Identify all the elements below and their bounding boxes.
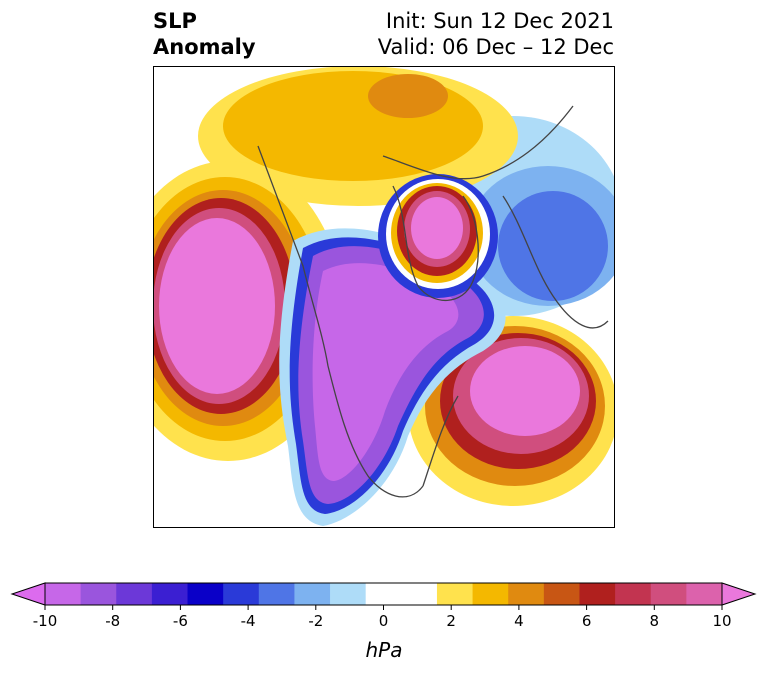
colorbar-tick-label: 8 — [650, 612, 660, 630]
colorbar-tick-label: 4 — [514, 612, 524, 630]
colorbar-segment — [187, 583, 224, 605]
map-variable-title: SLP — [153, 9, 197, 33]
colorbar-tick-label: -2 — [308, 612, 323, 630]
north-america-low-region — [279, 228, 506, 526]
valid-range-label: Valid: 06 Dec – 12 Dec — [377, 35, 614, 59]
colorbar-tick-label: 6 — [582, 612, 592, 630]
colorbar-tick-label: -10 — [33, 612, 58, 630]
colorbar-segment — [80, 583, 117, 605]
colorbar-segment — [472, 583, 509, 605]
colorbar-segment — [116, 583, 153, 605]
coastlines — [257, 105, 609, 498]
colorbar-segments — [10, 582, 757, 606]
colorbar-segment — [436, 583, 474, 605]
colorbar-segment — [401, 583, 438, 605]
colorbar-segment — [294, 583, 331, 605]
colorbar-tick-label: -6 — [173, 612, 188, 630]
colorbar-segment — [365, 583, 402, 605]
colorbar-ticks: -10 -8 -6 -4 -2 0 2 4 6 8 10 — [33, 605, 732, 630]
colorbar-tick-label: 10 — [712, 612, 731, 630]
colorbar-segment — [579, 583, 616, 605]
colorbar-segment — [258, 583, 295, 605]
anomaly-map — [153, 66, 615, 528]
north-atlantic-high-region — [408, 316, 615, 506]
colorbar-over-arrow — [721, 582, 757, 606]
colorbar-segment — [650, 583, 687, 605]
colorbar-tick-label: 0 — [379, 612, 389, 630]
colorbar-unit-label: hPa — [366, 638, 403, 662]
colorbar-segment — [223, 583, 260, 605]
colorbar-segment — [508, 583, 545, 605]
colorbar-tick-label: -4 — [241, 612, 256, 630]
colorbar: -10 -8 -6 -4 -2 0 2 4 6 8 10 hPa — [10, 582, 757, 662]
arctic-high-region — [198, 66, 518, 206]
colorbar-under-arrow — [10, 582, 46, 606]
title-block-right: Init: Sun 12 Dec 2021 Valid: 06 Dec – 12… — [378, 8, 614, 60]
colorbar-segment — [45, 583, 82, 605]
colorbar-segment — [151, 583, 189, 605]
colorbar-tick-label: -8 — [105, 612, 120, 630]
title-block-left: SLP Anomaly — [153, 8, 256, 60]
north-pacific-high-region — [153, 161, 343, 461]
map-subtitle: Anomaly — [153, 35, 256, 59]
colorbar-segment — [543, 583, 580, 605]
colorbar-segment — [615, 583, 652, 605]
colorbar-tick-label: 2 — [446, 612, 456, 630]
init-time-label: Init: Sun 12 Dec 2021 — [385, 9, 614, 33]
colorbar-segment — [686, 583, 723, 605]
colorbar-segment — [330, 583, 367, 605]
